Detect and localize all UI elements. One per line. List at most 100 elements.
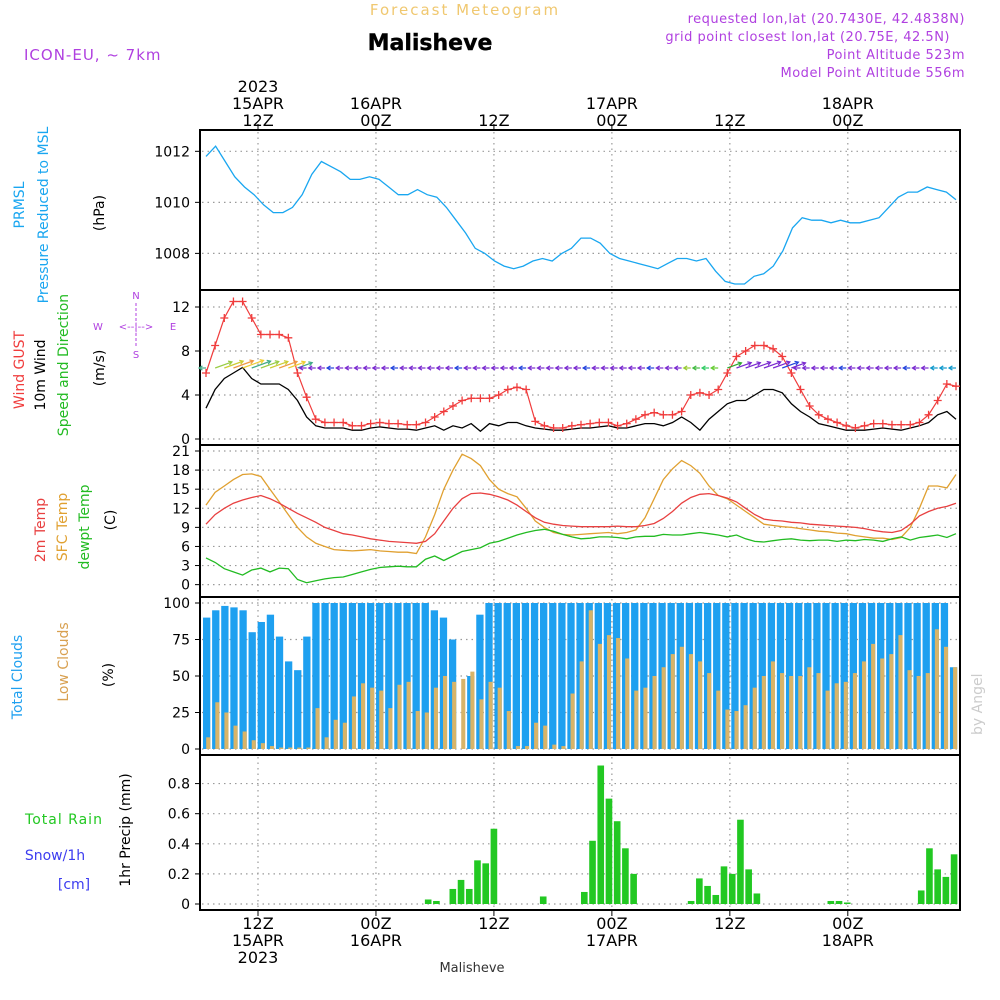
low-cloud-bar <box>506 711 511 749</box>
low-cloud-bar <box>670 654 675 749</box>
wind-direction-arrow <box>362 365 371 371</box>
arrow-head <box>444 365 450 371</box>
wind-gust-marker <box>732 352 741 361</box>
total-cloud-bar <box>294 670 302 749</box>
wind-direction-arrow <box>233 359 255 369</box>
arrow-head <box>362 365 368 371</box>
total-cloud-bar <box>348 603 357 749</box>
low-cloud-bar <box>734 711 739 749</box>
total-cloud-bar <box>303 636 311 749</box>
wind-gust-marker <box>366 419 375 428</box>
point-altitude: Point Altitude 523m <box>827 48 965 63</box>
wind-gust-marker <box>869 419 878 428</box>
arrow-head <box>371 365 377 371</box>
rain-bar <box>605 798 613 904</box>
wind-direction-arrow <box>316 365 325 371</box>
wind-direction-arrow <box>600 365 609 371</box>
low-cloud-bar <box>925 673 930 749</box>
wind-gust-marker <box>512 383 521 392</box>
low-cloud-bar <box>242 731 247 749</box>
low-cloud-bar <box>907 670 912 749</box>
total-cloud-bar <box>366 603 375 749</box>
bottom-tick-label: 12Z <box>242 914 273 933</box>
pressure-label-prmsl: PRMSL <box>12 181 28 228</box>
total-cloud-bar <box>749 603 757 749</box>
wind-direction-arrow <box>754 360 772 369</box>
arrow-head <box>344 365 350 371</box>
wind-direction-arrow <box>545 365 554 371</box>
arrow-shaft <box>745 362 761 369</box>
low-cloud-bar <box>279 747 284 749</box>
wind-direction-arrow <box>408 365 417 371</box>
top-tick-label: 00Z <box>832 111 863 130</box>
wind-gust-marker <box>531 417 540 426</box>
arrow-head <box>554 365 560 371</box>
rain-bar <box>835 900 843 904</box>
wind-gust-marker <box>851 424 860 432</box>
wind-direction-arrow <box>710 365 719 371</box>
low-cloud-bar <box>579 661 584 749</box>
arrow-head <box>481 365 487 371</box>
location-title: Malisheve <box>368 31 493 56</box>
wind-gust-marker <box>558 424 567 432</box>
low-cloud-bar <box>397 684 402 749</box>
arrow-head <box>508 365 514 371</box>
wind-gust-marker <box>641 410 650 419</box>
total-cloud-bar <box>266 614 275 749</box>
wind-direction-arrow <box>298 365 307 371</box>
wind-direction-arrow <box>847 365 856 371</box>
arrow-head <box>847 365 853 371</box>
low-cloud-bar <box>825 690 830 749</box>
wind-direction-arrow <box>435 365 444 371</box>
wind-direction-arrow <box>736 361 753 369</box>
wind-direction-arrow <box>801 365 810 371</box>
wind-gust-marker <box>952 382 960 391</box>
bottom-tick-label: 16APR <box>350 931 402 950</box>
arrow-head <box>239 359 245 365</box>
rain-bar <box>597 765 605 904</box>
total-cloud-bar <box>722 603 730 749</box>
wind-gust-marker <box>924 410 933 419</box>
low-cloud-bar <box>269 746 275 749</box>
y-tick-label: 50 <box>172 669 190 685</box>
wind-gust-marker <box>467 394 476 403</box>
rain-bar <box>589 840 596 904</box>
y-tick-label: 1012 <box>154 144 190 160</box>
arrow-head <box>766 360 772 366</box>
wind-direction-arrow <box>902 365 911 371</box>
wind-gust-marker <box>613 421 622 430</box>
arrow-head <box>938 365 944 371</box>
top-tick-label: 12Z <box>478 111 509 130</box>
arrow-shaft <box>242 359 264 369</box>
rain-bar <box>687 900 695 904</box>
wind-gust-marker <box>577 420 585 429</box>
low-cloud-bar <box>616 638 621 749</box>
arrow-head <box>627 365 633 371</box>
low-cloud-bar <box>215 702 220 749</box>
low-cloud-bar <box>953 667 958 749</box>
wind-direction-arrow <box>554 365 563 371</box>
low-cloud-bar <box>388 708 393 749</box>
pressure-line <box>205 145 957 285</box>
wind-gust-marker <box>796 385 805 394</box>
low-cloud-bar <box>479 699 484 749</box>
arrow-shaft <box>782 361 799 369</box>
wind-gust-marker <box>933 396 942 405</box>
temp-2m-line <box>205 492 957 544</box>
wind-gust-line <box>205 300 957 429</box>
total-cloud-bar <box>567 603 575 749</box>
wind-dir-label: Speed and Direction <box>56 294 72 436</box>
wind-direction-arrow <box>591 365 600 371</box>
arrow-head <box>197 365 203 371</box>
precip-panel: Total Rain Snow/1h [cm] 1hr Precip (mm) … <box>24 754 961 913</box>
total-cloud-bar <box>503 603 511 749</box>
wind-direction-arrow <box>307 365 316 371</box>
arrow-head <box>259 359 265 364</box>
low-cloud-bar <box>461 678 466 749</box>
wind-direction-arrow <box>297 361 314 369</box>
wind-gust-marker <box>750 341 759 350</box>
wind-gust-marker <box>769 344 778 353</box>
arrow-head <box>911 365 917 371</box>
arrow-head <box>883 365 889 371</box>
low-cloud-bar <box>470 671 475 749</box>
